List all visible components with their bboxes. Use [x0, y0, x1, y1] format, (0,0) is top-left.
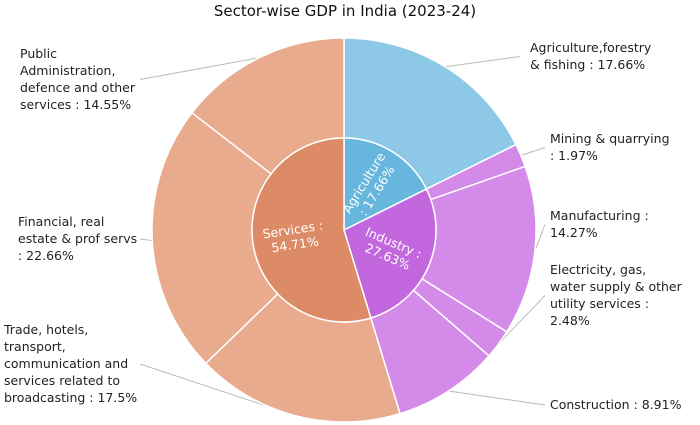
leader-line-mining-quarrying: [520, 147, 546, 156]
outer-label-construction: Construction : 8.91%: [550, 397, 682, 412]
inner-label-services: Services :54.71%: [262, 218, 327, 257]
outer-label-trade-hotels-transport-communication-and-services-related-to-broadcasting: Trade, hotels, transport, communication an…: [3, 322, 137, 405]
leader-line-financial-real-estate-prof-servs: [139, 238, 153, 242]
inner-slice-services: [251, 137, 372, 323]
outer-label-electricity-gas-water-supply-other-utility-services: Electricity, gas, water supply & other uti…: [550, 262, 683, 328]
outer-label-mining-quarrying: Mining & quarrying: 1.97%: [550, 131, 670, 163]
leader-line-construction: [448, 390, 546, 406]
leader-line-agriculture-forestry-fishing: [445, 56, 521, 68]
leader-line-electricity-gas-water-supply-other-utility-services: [497, 295, 546, 345]
outer-label-public-administration-defence-and-other-services: Public Administration, defence and other se…: [20, 46, 136, 112]
inner-slice-agriculture: [343, 137, 428, 232]
outer-label-agriculture-forestry-fishing: Agriculture,forestry & fishing : 17.66%: [530, 40, 652, 72]
leader-line-manufacturing: [534, 224, 546, 252]
leader-line-public-administration-defence-and-other-services: [139, 57, 260, 80]
outer-label-manufacturing: Manufacturing :14.27%: [550, 208, 649, 240]
inner-slice-industry: [343, 188, 437, 319]
outer-label-financial-real-estate-prof-servs: Financial, real estate & prof servs: 22.6…: [18, 214, 137, 263]
chart-title: Sector-wise GDP in India (2023-24): [214, 2, 476, 20]
